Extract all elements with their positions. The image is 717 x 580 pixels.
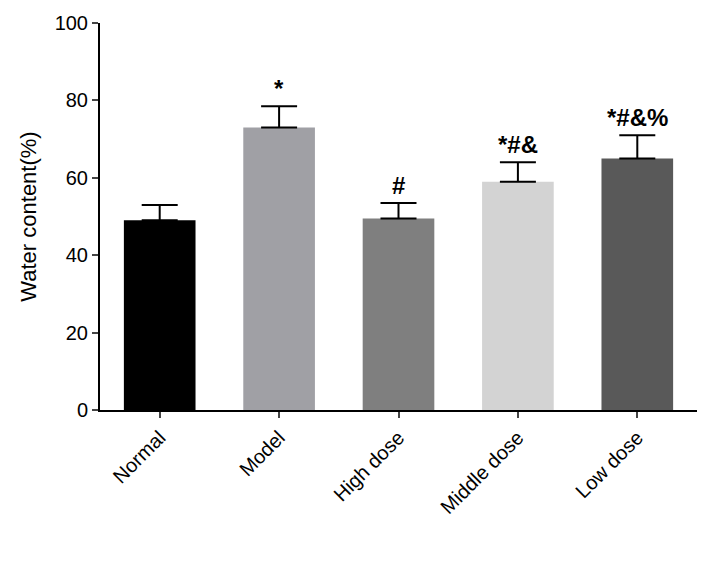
svg-text:Low dose: Low dose [571,426,647,502]
svg-text:80: 80 [66,89,88,111]
svg-text:#: # [392,172,405,199]
svg-text:Middle dose: Middle dose [436,426,528,518]
svg-text:*#&: *#& [498,131,538,158]
svg-text:0: 0 [77,399,88,421]
svg-text:*#&%: *#&% [607,104,668,131]
svg-text:*: * [274,75,284,102]
svg-text:60: 60 [66,167,88,189]
svg-text:40: 40 [66,244,88,266]
svg-text:High dose: High dose [329,426,408,505]
svg-text:Model: Model [235,426,289,480]
svg-text:Water content(%): Water content(%) [16,131,41,301]
svg-text:20: 20 [66,322,88,344]
svg-text:100: 100 [55,12,88,34]
svg-text:Normal: Normal [108,426,169,487]
